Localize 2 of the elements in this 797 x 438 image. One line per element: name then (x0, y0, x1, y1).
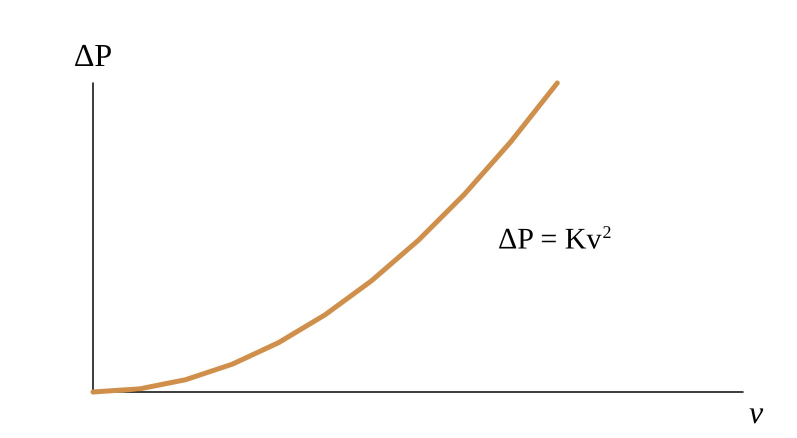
x-axis-title: v (749, 394, 764, 430)
y-axis-title: ΔP (74, 37, 112, 73)
